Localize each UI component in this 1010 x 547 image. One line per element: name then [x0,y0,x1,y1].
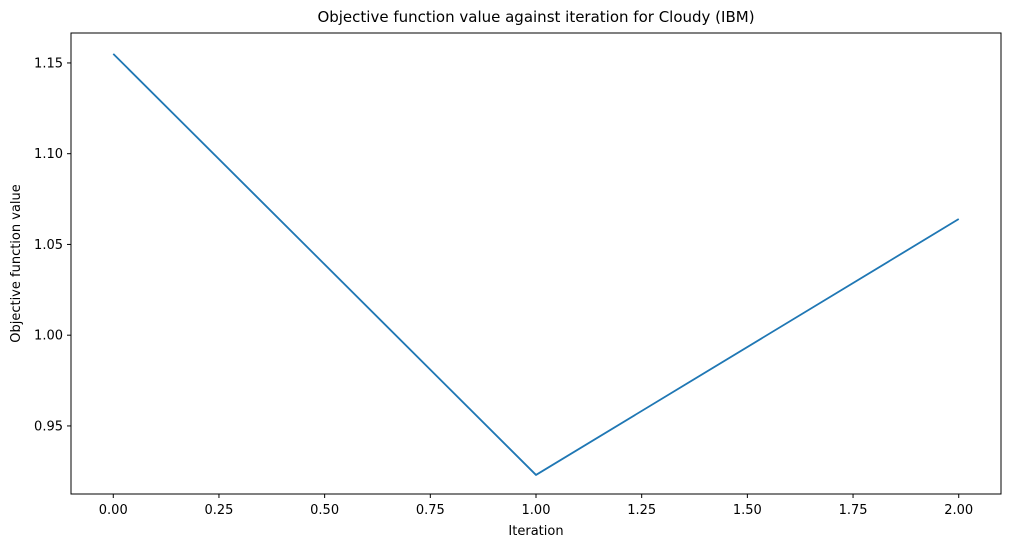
x-axis: 0.00 0.25 0.50 0.75 1.00 1.25 1.50 1.75 2.00 [99,494,973,518]
x-tick-label: 1.25 [627,503,656,518]
x-tick-label: 0.25 [204,503,233,518]
y-tick-label: 1.10 [34,147,63,162]
series-layer [112,53,960,476]
x-tick-label: 0.50 [310,503,339,518]
x-tick-label: 1.50 [733,503,762,518]
y-tick-label: 1.00 [34,329,63,344]
series-line [112,53,960,476]
chart-title: Objective function value against iterati… [317,8,754,26]
y-tick-label: 1.15 [34,56,63,71]
y-tick-label: 0.95 [34,419,63,434]
y-axis-label: Objective function value [9,184,24,343]
x-tick-label: 1.00 [522,503,551,518]
plot-background [71,33,1001,494]
y-tick-label: 1.05 [34,238,63,253]
x-tick-label: 0.75 [416,503,445,518]
x-axis-label: Iteration [508,524,563,539]
x-tick-label: 2.00 [944,503,973,518]
x-tick-label: 1.75 [839,503,868,518]
plot-area [70,32,1002,495]
x-tick-label: 0.00 [99,503,128,518]
y-axis: 0.95 1.00 1.05 1.10 1.15 [34,56,71,434]
